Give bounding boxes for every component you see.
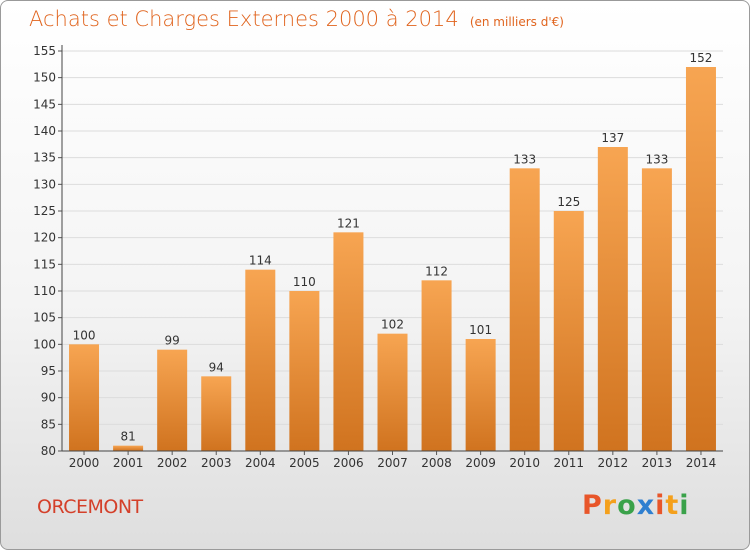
data-label: 94 — [209, 360, 224, 374]
x-tick-label: 2002 — [157, 456, 188, 470]
y-tick-label: 105 — [33, 311, 56, 325]
bar — [641, 168, 672, 452]
x-tick-label: 2005 — [289, 456, 320, 470]
data-label: 152 — [690, 51, 713, 65]
y-tick-labels: 80 85 90 95 100 105 110 115 120 125 130 135 140 145 15… — [33, 44, 56, 458]
bar — [421, 280, 452, 451]
proxiti-logo: Proxiti — [582, 490, 690, 521]
bar — [245, 269, 276, 451]
data-label: 114 — [249, 254, 272, 268]
x-tick-label: 2011 — [553, 456, 584, 470]
y-tick-label: 130 — [33, 177, 56, 191]
logo-letter: P — [582, 490, 603, 521]
x-tick-label: 2008 — [421, 456, 452, 470]
data-label: 133 — [513, 152, 536, 166]
bars — [69, 67, 716, 452]
y-tick-label: 110 — [33, 284, 56, 298]
data-label: 125 — [557, 195, 580, 209]
logo-letter: i — [655, 490, 666, 521]
y-tick-label: 135 — [33, 151, 56, 165]
x-tick-label: 2014 — [686, 456, 717, 470]
y-tick-label: 155 — [33, 44, 56, 58]
bar — [465, 339, 496, 451]
x-tick-label: 2009 — [465, 456, 496, 470]
bar — [289, 291, 320, 451]
bar — [597, 147, 628, 451]
data-label: 99 — [165, 334, 180, 348]
bar — [333, 232, 364, 451]
data-label: 101 — [469, 323, 492, 337]
x-tick-label: 2003 — [201, 456, 232, 470]
x-tick-label: 2010 — [509, 456, 540, 470]
bar — [201, 376, 232, 451]
data-label: 137 — [601, 131, 624, 145]
x-tick-labels: 2000 2001 2002 2003 2004 2005 2006 2007 2008 2009… — [69, 451, 716, 470]
bar — [157, 349, 188, 451]
logo-letter: r — [602, 490, 618, 521]
logo-letter: x — [636, 490, 656, 521]
y-tick-label: 85 — [41, 417, 56, 431]
data-label: 110 — [293, 275, 316, 289]
data-label: 100 — [73, 328, 96, 342]
logo-letter: i — [679, 490, 690, 521]
y-tick-label: 125 — [33, 204, 56, 218]
x-tick-label: 2000 — [69, 456, 100, 470]
bar — [553, 211, 584, 451]
chart-title: Achats et Charges Externes 2000 à 2014 (… — [29, 7, 564, 31]
y-tick-label: 115 — [33, 257, 56, 271]
x-tick-label: 2012 — [598, 456, 629, 470]
data-label: 121 — [337, 216, 360, 230]
data-label: 102 — [381, 318, 404, 332]
bar — [377, 333, 408, 451]
data-label: 112 — [425, 264, 448, 278]
y-tick-label: 80 — [41, 444, 56, 458]
x-tick-label: 2001 — [113, 456, 144, 470]
y-tick-label: 120 — [33, 231, 56, 245]
y-tick-label: 150 — [33, 71, 56, 85]
title-text: Achats et Charges Externes 2000 à 2014 — [29, 7, 459, 31]
logo-letter: o — [617, 490, 637, 521]
y-tick-label: 140 — [33, 124, 56, 138]
y-tick-label: 145 — [33, 97, 56, 111]
x-tick-label: 2013 — [642, 456, 673, 470]
bar — [69, 344, 100, 451]
data-label: 133 — [645, 152, 668, 166]
y-tick-label: 100 — [33, 337, 56, 351]
y-tick-label: 90 — [41, 391, 56, 405]
bar — [685, 67, 716, 451]
data-labels: 100 81 99 94 114 110 121 102 112 101 133 125 137 133 1… — [73, 51, 713, 444]
bar — [509, 168, 540, 452]
x-tick-label: 2004 — [245, 456, 276, 470]
logo-letter: t — [665, 490, 680, 521]
place-name: ORCEMONT — [37, 496, 143, 518]
y-tick-label: 95 — [41, 364, 56, 378]
x-tick-label: 2007 — [377, 456, 408, 470]
unit-text: (en milliers d'€) — [469, 15, 564, 29]
data-label: 81 — [120, 430, 135, 444]
bar — [113, 445, 144, 451]
x-tick-label: 2006 — [333, 456, 364, 470]
